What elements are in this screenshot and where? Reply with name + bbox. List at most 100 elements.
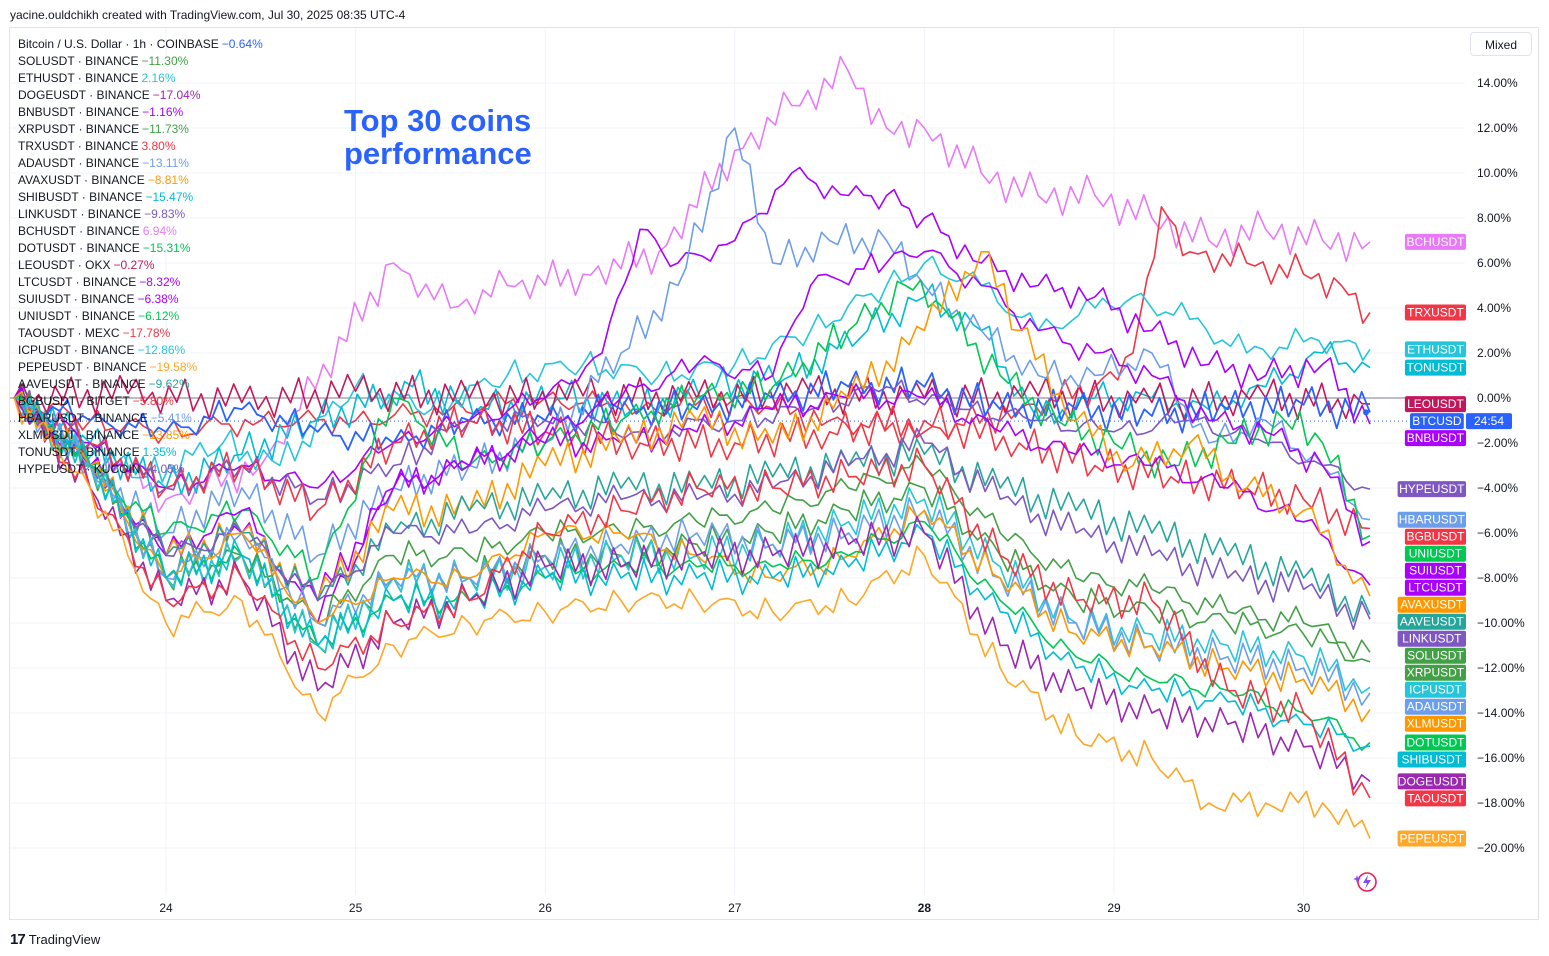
series-label: BNBUSDT (1407, 431, 1465, 445)
y-tick-label: 6.00% (1477, 256, 1511, 270)
series-label: XLMUSDT (1407, 717, 1465, 731)
series-label: UNIUSDT (1409, 547, 1463, 561)
series-label-bg (1404, 790, 1466, 807)
legend-symbol: LINKUSDT · BINANCE (18, 207, 142, 221)
legend-row[interactable]: LINKUSDT · BINANCE −9.83% (18, 206, 263, 223)
legend-change: −13.11% (142, 156, 189, 170)
legend-symbol: HYPEUSDT · KUCOIN (18, 462, 141, 476)
y-tick-label: −6.00% (1477, 526, 1518, 540)
series-label-bg (1397, 596, 1466, 613)
series-label: HBARUSDT (1399, 513, 1466, 527)
legend-change: −12.86% (137, 343, 186, 357)
legend-row[interactable]: BNBUSDT · BINANCE −1.16% (18, 104, 263, 121)
legend-symbol: BGBUSDT · BITGET (18, 394, 130, 408)
series-line-trxusdt (13, 206, 1371, 448)
series-label: BCHUSDT (1406, 235, 1465, 249)
series-label-bg (1397, 613, 1466, 630)
btc-last-point (1363, 409, 1369, 416)
series-label-bg (1397, 830, 1466, 847)
chart-annotation[interactable]: Top 30 coins performance (344, 104, 532, 170)
series-label: XRPUSDT (1407, 666, 1465, 680)
y-tick-label: 2.00% (1477, 346, 1511, 360)
legend-row[interactable]: PEPEUSDT · BINANCE −19.58% (18, 359, 263, 376)
scale-mode-button[interactable]: Mixed (1470, 32, 1532, 56)
legend-symbol: XLMUSDT · BINANCE (18, 428, 140, 442)
legend-change: −8.32% (139, 275, 181, 289)
legend-row[interactable]: BCHUSDT · BINANCE 6.94% (18, 223, 263, 240)
legend-change: −8.81% (147, 173, 189, 187)
legend-row[interactable]: LTCUSDT · BINANCE −8.32% (18, 274, 263, 291)
legend-symbol: Bitcoin / U.S. Dollar · 1h · COINBASE (18, 37, 219, 51)
legend-row[interactable]: DOGEUSDT · BINANCE −17.04% (18, 87, 263, 104)
legend-row[interactable]: HBARUSDT · BINANCE −5.41% (18, 410, 263, 427)
series-label: BGBUSDT (1406, 530, 1465, 544)
series-label: BTCUSD (1412, 414, 1462, 428)
series-label-bg (1410, 413, 1464, 430)
lightning-icon[interactable] (1353, 871, 1379, 893)
series-label-bg (1404, 528, 1466, 545)
legend-row[interactable]: LEOUSDT · OKX −0.27% (18, 257, 263, 274)
credit-text: yacine.ouldchikh created with TradingVie… (10, 8, 406, 22)
series-label-bg (1404, 698, 1466, 715)
y-tick-label: 14.00% (1477, 76, 1518, 90)
series-label-bg (1397, 630, 1466, 647)
legend-row[interactable]: ADAUSDT · BINANCE −13.11% (18, 155, 263, 172)
series-label: ETHUSDT (1407, 342, 1464, 356)
x-tick-label: 28 (918, 901, 932, 915)
legend-row[interactable]: ICPUSDT · BINANCE −12.86% (18, 342, 263, 359)
series-label-bg (1397, 511, 1466, 528)
legend-row[interactable]: HYPEUSDT · KUCOIN −4.05% (18, 461, 263, 478)
series-label: LTCUSDT (1408, 581, 1463, 595)
legend-row[interactable]: AAVEUSDT · BINANCE −9.62% (18, 376, 263, 393)
y-tick-label: 10.00% (1477, 166, 1518, 180)
legend-symbol: SHIBUSDT · BINANCE (18, 190, 143, 204)
legend-symbol: SUIUSDT · BINANCE (18, 292, 135, 306)
series-label-bg (1397, 773, 1466, 790)
series-label: ADAUSDT (1407, 700, 1465, 714)
series-label-bg (1404, 664, 1466, 681)
series-line-bgbusdt (14, 393, 1371, 537)
series-line-hypeusdt (13, 379, 1371, 506)
x-tick-label: 30 (1297, 901, 1311, 915)
legend-row[interactable]: TRXUSDT · BINANCE 3.80% (18, 138, 263, 155)
legend-row[interactable]: ETHUSDT · BINANCE 2.16% (18, 70, 263, 87)
legend-row[interactable]: XLMUSDT · BINANCE −13.85% (18, 427, 263, 444)
legend-row[interactable]: AVAXUSDT · BINANCE −8.81% (18, 172, 263, 189)
series-label: LINKUSDT (1402, 632, 1462, 646)
series-label: TRXUSDT (1407, 306, 1464, 320)
series-label-bg (1404, 647, 1466, 664)
series-line-btcusd (13, 366, 1371, 451)
series-label: SUIUSDT (1409, 564, 1462, 578)
legend-row[interactable]: XRPUSDT · BINANCE −11.73% (18, 121, 263, 138)
legend-symbol: AVAXUSDT · BINANCE (18, 173, 145, 187)
legend-symbol: HBARUSDT · BINANCE (18, 411, 148, 425)
legend-row[interactable]: BGBUSDT · BITGET −5.80% (18, 393, 263, 410)
series-line-bchusdt (14, 55, 1371, 513)
annotation-line-1: Top 30 coins (344, 103, 532, 138)
series-line-ethusdt (13, 255, 1371, 483)
legend-change: −9.83% (144, 207, 186, 221)
x-tick-label: 27 (728, 901, 742, 915)
series-label: DOTUSDT (1406, 735, 1465, 749)
legend-row[interactable]: UNIUSDT · BINANCE −6.12% (18, 308, 263, 325)
series-line-bnbusdt (13, 166, 1371, 492)
series-label-bg (1404, 545, 1466, 562)
series-label-bg (1404, 304, 1466, 321)
legend-symbol: SOLUSDT · BINANCE (18, 54, 139, 68)
legend-row[interactable]: DOTUSDT · BINANCE −15.31% (18, 240, 263, 257)
legend-symbol: BNBUSDT · BINANCE (18, 105, 140, 119)
y-tick-label: −2.00% (1477, 436, 1518, 450)
legend-symbol: BCHUSDT · BINANCE (18, 224, 140, 238)
legend-row[interactable]: SOLUSDT · BINANCE −11.30% (18, 53, 263, 70)
legend-row[interactable]: TONUSDT · BINANCE 1.35% (18, 444, 263, 461)
legend-row[interactable]: Bitcoin / U.S. Dollar · 1h · COINBASE −0.… (18, 36, 263, 53)
legend-row[interactable]: TAOUSDT · MEXC −17.78% (18, 325, 263, 342)
legend-row[interactable]: SHIBUSDT · BINANCE −15.47% (18, 189, 263, 206)
legend-change: −17.78% (122, 326, 171, 340)
legend-symbol: TAOUSDT · MEXC (18, 326, 120, 340)
series-line-shibusdt (14, 397, 1371, 753)
legend-change: −17.04% (152, 88, 201, 102)
tradingview-logo[interactable]: 17 TradingView (10, 931, 100, 948)
legend-row[interactable]: SUIUSDT · BINANCE −6.38% (18, 291, 263, 308)
